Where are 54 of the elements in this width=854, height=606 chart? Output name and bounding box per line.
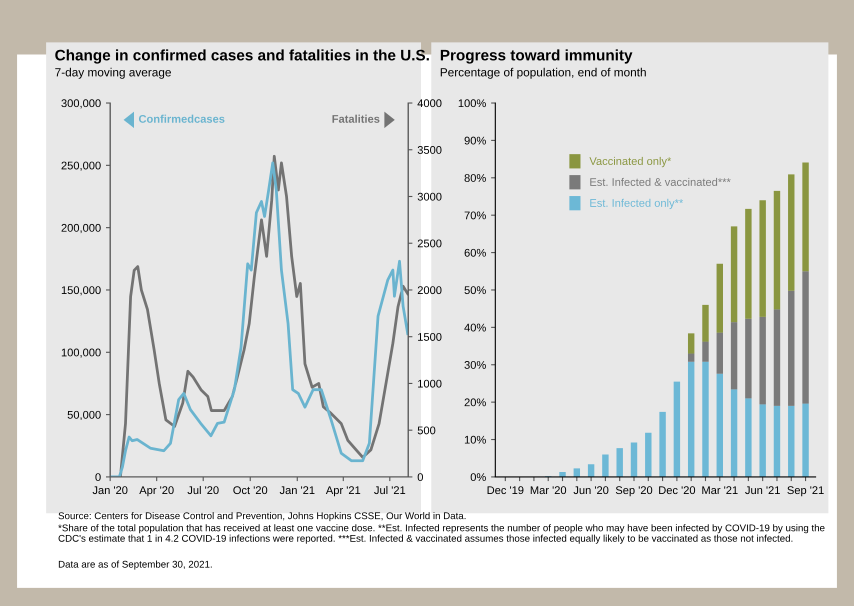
x-tick-label: Jan '20 [92, 486, 128, 494]
source-note: Source: Centers for Disease Control and Prevention, Johns Hopkins CSSE, Our World in Data. [58, 512, 466, 522]
y-tick-label: 250,000 [62, 162, 101, 171]
x-tick-label: Mar '20 [530, 486, 566, 494]
text: Data are as of September 30, 2021. [58, 560, 212, 570]
y-tick-label: 90% [464, 136, 486, 145]
y2-tick-label: 3000 [418, 192, 442, 201]
y-tick-label: 100,000 [62, 348, 101, 358]
text: *Share of the total population that has received at least one vaccine dose. **Est. Infected represents the number of people who may have been infected by COVID-19 by using the CDC's estimate that 1 in 4.2 COVID-19 infections were reported. ***Est. Infected & vaccinated assumes those infected equally likely to be vaccinated as those not infected. [58, 524, 825, 544]
chart-title: Progress toward immunity [440, 49, 632, 64]
y2-tick-label: 2000 [418, 286, 442, 294]
y2-tick-label: 3500 [418, 146, 442, 154]
legend-label: Est. Infected only** [590, 198, 684, 210]
legend-label: Confirmedcases [138, 114, 224, 123]
x-tick-label: Jun '21 [745, 486, 780, 494]
y2-tick-label: 1500 [418, 332, 442, 341]
text: Fatalities [332, 114, 380, 123]
x-tick-label: Apr '20 [139, 486, 174, 496]
x-tick-label: Jul '21 [374, 486, 406, 494]
y-tick-label: 80% [464, 174, 486, 182]
legend-label: Est. Infected & vaccinated*** [590, 178, 731, 186]
x-tick-label: Sep '20 [616, 486, 652, 496]
y-tick-label: 60% [464, 248, 486, 257]
y-tick-label: 40% [464, 324, 486, 332]
y2-tick-label: 1000 [418, 380, 442, 388]
y-tick-label: 150,000 [62, 286, 101, 296]
x-tick-label: Dec '19 [488, 486, 524, 494]
y-tick-label: 200,000 [62, 224, 101, 234]
y-tick-label: 30% [464, 361, 486, 369]
y-tick-label: 10% [464, 436, 486, 444]
chart-subtitle: 7-day moving average [55, 68, 171, 79]
y-tick-label: 70% [464, 211, 486, 220]
x-tick-label: Sep '21 [787, 486, 824, 496]
y-tick-label: 0% [470, 473, 486, 482]
y2-tick-label: 500 [418, 426, 436, 434]
legend-label: Vaccinated only* [589, 156, 672, 168]
x-tick-label: Dec '20 [659, 486, 696, 494]
x-tick-label: Oct '20 [233, 486, 268, 494]
y-tick-label: 0 [95, 473, 101, 482]
chart-title: Change in confirmed cases and fatalities in the U.S. [55, 49, 429, 64]
x-tick-label: Mar '21 [702, 486, 738, 494]
y-tick-label: 100% [458, 99, 486, 108]
y2-tick-label: 4000 [417, 99, 442, 108]
y2-tick-label: 0 [418, 473, 423, 482]
x-tick-label: Jul '20 [188, 486, 219, 494]
y2-tick-label: 2500 [418, 240, 442, 248]
x-tick-label: Jun '20 [574, 486, 608, 494]
y-tick-label: 20% [464, 398, 486, 406]
x-tick-label: Jan '21 [280, 486, 314, 494]
y-tick-label: 300,000 [61, 99, 101, 108]
y-tick-label: 50,000 [68, 410, 101, 420]
chart-subtitle: Percentage of population, end of month [440, 68, 646, 79]
y-tick-label: 50% [464, 286, 486, 294]
x-tick-label: Apr '21 [326, 486, 360, 496]
